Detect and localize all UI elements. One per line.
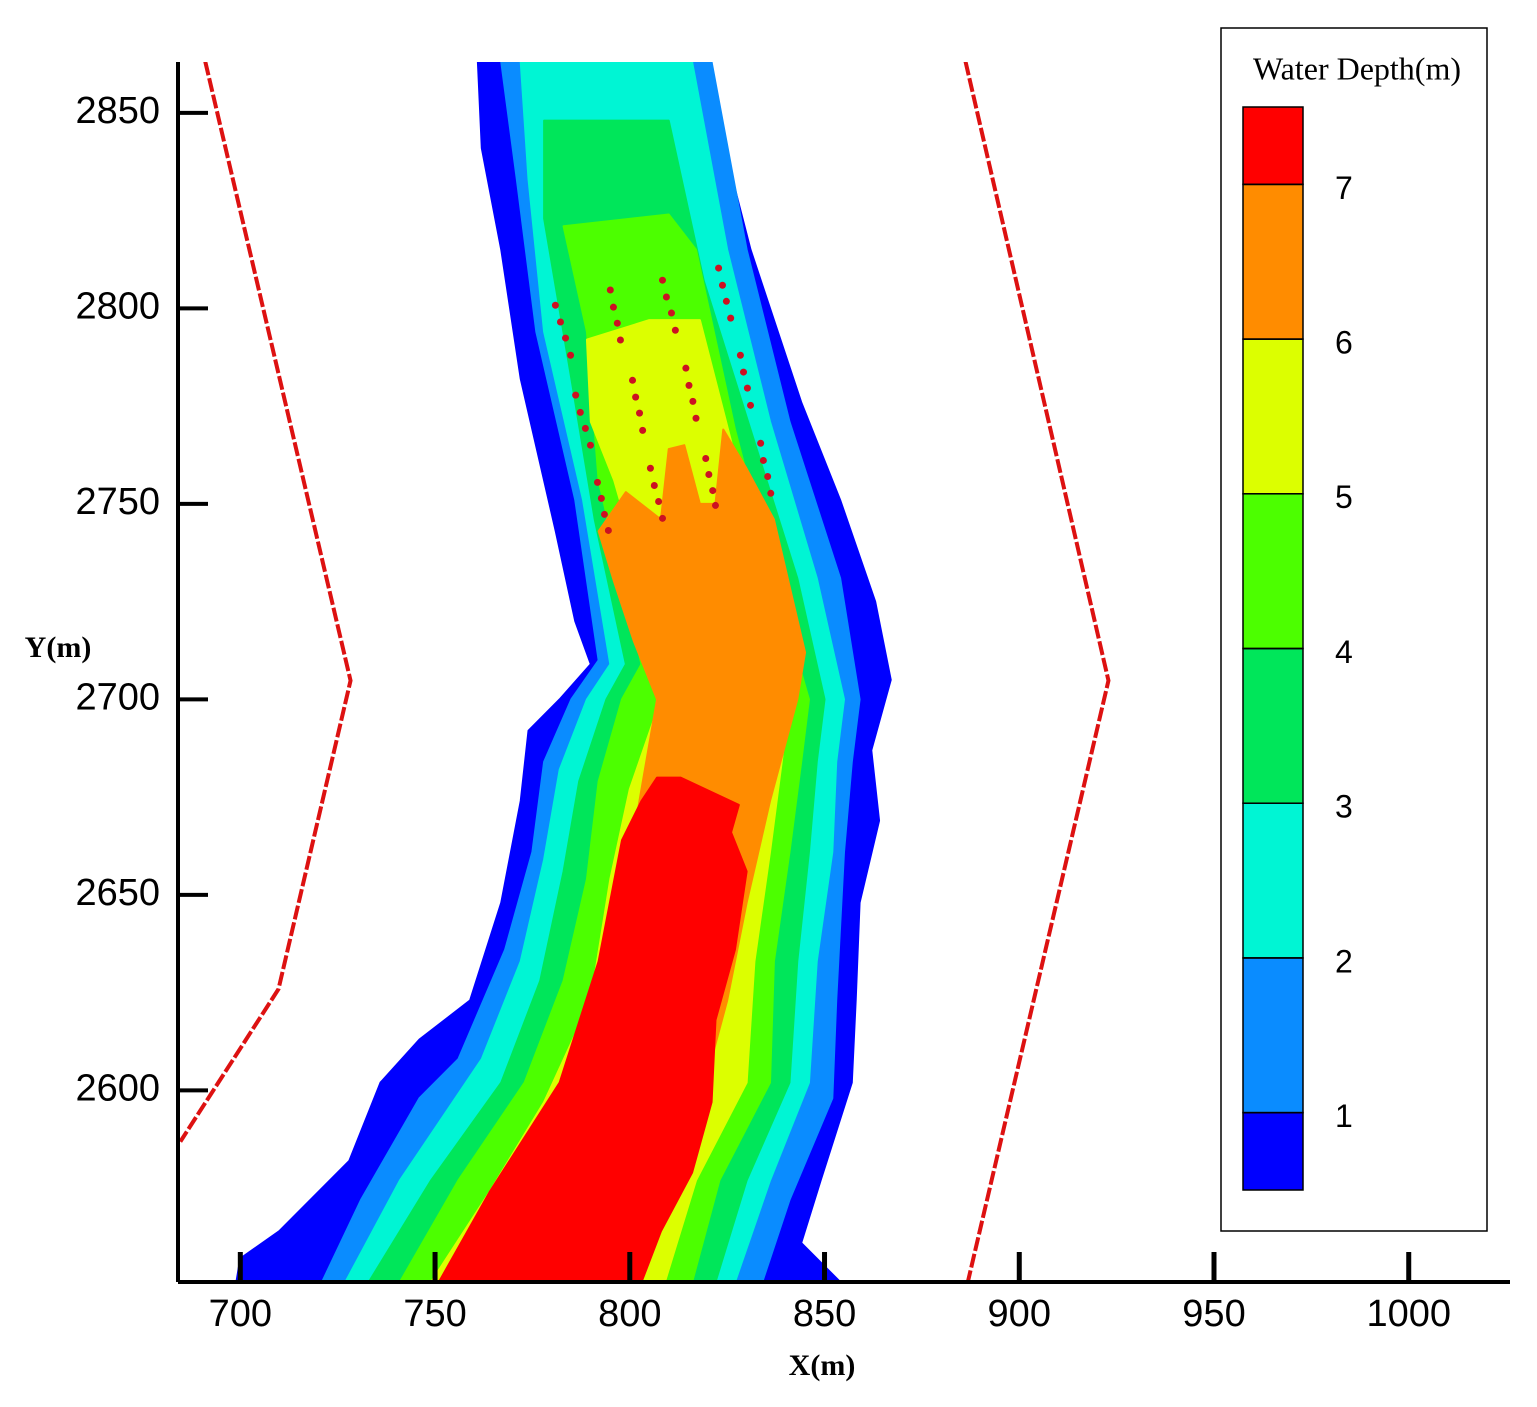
colorbar-tick-label: 3 — [1335, 789, 1353, 825]
colorbar-tick-label: 7 — [1335, 170, 1353, 206]
marker — [747, 401, 755, 409]
x-tick-label: 800 — [598, 1293, 661, 1335]
contour-band — [437, 776, 748, 1282]
marker — [743, 384, 751, 392]
y-axis-label: Y(m) — [25, 631, 92, 664]
colorbar-swatch — [1242, 493, 1304, 650]
colorbar-tick-label: 2 — [1335, 943, 1353, 979]
y-tick-label: 2700 — [75, 676, 160, 718]
y-tick-label: 2650 — [75, 872, 160, 914]
marker — [556, 318, 564, 326]
colorbar-swatch — [1242, 106, 1304, 186]
marker — [692, 414, 700, 422]
marker — [709, 487, 717, 495]
marker — [562, 334, 570, 342]
colorbar-tick-label: 1 — [1335, 1098, 1353, 1134]
x-axis-label: X(m) — [789, 1349, 856, 1382]
x-tick-label: 950 — [1182, 1293, 1245, 1335]
y-tick-label: 2750 — [75, 481, 160, 523]
marker — [593, 478, 601, 486]
marker — [759, 456, 767, 464]
marker — [576, 408, 584, 416]
marker — [671, 326, 679, 334]
marker — [767, 489, 775, 497]
axes: 700 750 800 850 900 950 1000 2600 2650 2700 2750 28… — [75, 62, 1510, 1335]
marker — [685, 381, 693, 389]
x-tick-label: 750 — [403, 1293, 466, 1335]
marker — [659, 514, 667, 522]
colorbar-title: Water Depth(m) — [1253, 50, 1461, 86]
marker — [609, 303, 617, 311]
marker — [662, 293, 670, 301]
marker — [600, 510, 608, 518]
marker — [740, 368, 748, 376]
boundary-line — [963, 62, 1111, 1282]
marker — [572, 391, 580, 399]
colorbar-swatch — [1242, 183, 1304, 340]
marker — [613, 319, 621, 327]
colorbar-tick-label: 5 — [1335, 479, 1353, 515]
colorbar-swatch — [1242, 802, 1304, 959]
colorbar-swatch — [1242, 1111, 1304, 1191]
boundary-line — [178, 62, 353, 1143]
marker — [581, 424, 589, 432]
colorbar-swatch — [1242, 338, 1304, 495]
colorbar: Water Depth(m) 1 2 3 4 5 6 7 — [1220, 27, 1488, 1232]
marker — [629, 376, 637, 384]
marker — [727, 314, 735, 322]
marker — [586, 441, 594, 449]
marker — [604, 526, 612, 534]
marker — [551, 301, 559, 309]
marker — [667, 309, 675, 317]
x-tick-label: 1000 — [1366, 1293, 1451, 1335]
marker — [682, 364, 690, 372]
marker — [702, 455, 710, 462]
marker — [711, 501, 719, 509]
plot-area — [178, 62, 1111, 1282]
colorbar-swatch — [1242, 957, 1304, 1114]
marker — [597, 494, 605, 502]
y-tick-label: 2800 — [75, 285, 160, 327]
marker — [659, 276, 667, 284]
x-tick-label: 900 — [988, 1293, 1051, 1335]
marker — [646, 464, 654, 472]
colorbar-tick-label: 4 — [1335, 634, 1353, 670]
marker — [567, 351, 575, 359]
marker — [705, 471, 713, 479]
marker — [632, 393, 640, 401]
colorbar-tick-label: 6 — [1335, 325, 1353, 361]
marker — [606, 286, 614, 294]
y-tick-label: 2600 — [75, 1067, 160, 1109]
marker — [636, 409, 644, 417]
marker — [639, 426, 647, 434]
marker — [722, 297, 730, 305]
marker — [718, 281, 726, 289]
colorbar-swatch — [1242, 647, 1304, 804]
x-tick-label: 850 — [793, 1293, 856, 1335]
marker — [616, 336, 624, 344]
marker — [650, 481, 658, 489]
x-tick-label: 700 — [209, 1293, 272, 1335]
marker — [655, 498, 663, 506]
marker — [736, 351, 744, 359]
marker — [715, 264, 723, 272]
marker — [689, 397, 697, 405]
marker — [757, 439, 765, 447]
y-tick-label: 2850 — [75, 90, 160, 132]
marker — [764, 472, 772, 480]
